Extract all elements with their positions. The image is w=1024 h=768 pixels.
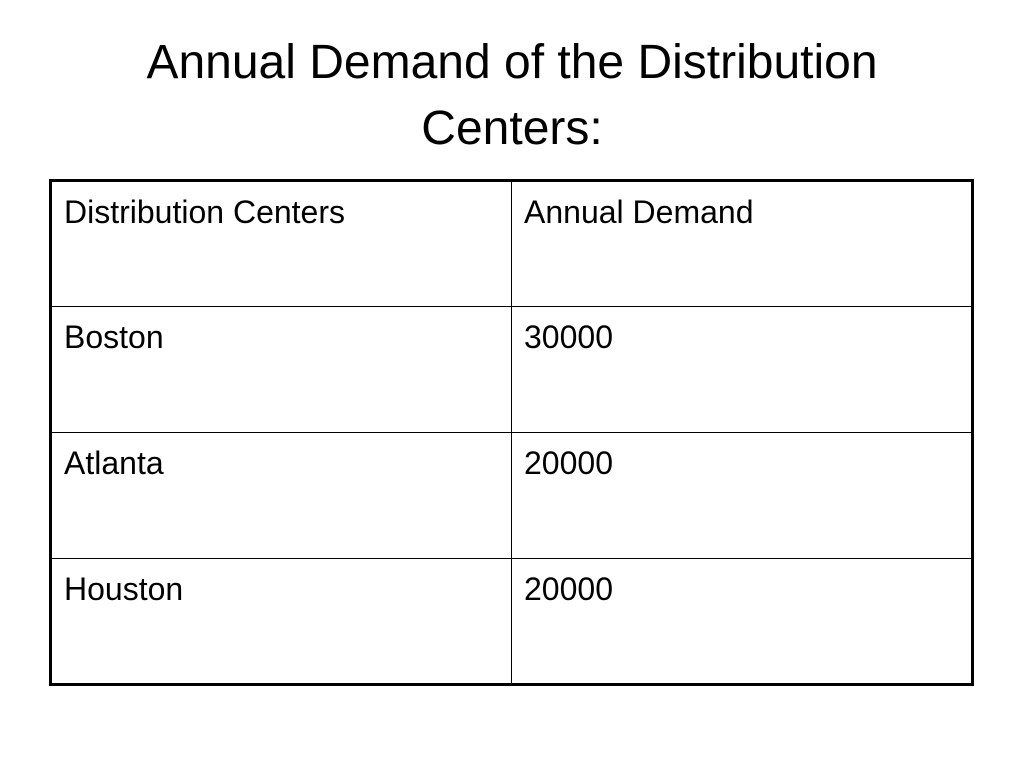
- table-row: Houston 20000: [50, 558, 973, 685]
- table-cell: Atlanta: [50, 432, 512, 559]
- header-row: Distribution Centers Annual Demand: [50, 180, 973, 307]
- table-cell: Boston: [50, 306, 512, 433]
- header-cell: Distribution Centers: [50, 180, 512, 307]
- slide-title: Annual Demand of the Distribution Center…: [146, 36, 878, 155]
- demand-table: Distribution Centers Annual Demand Boston 3…: [49, 179, 974, 686]
- table-row: Atlanta 20000: [50, 432, 973, 559]
- table-cell: 20000: [511, 558, 973, 685]
- table-row: Boston 30000: [50, 306, 973, 433]
- table-body: Distribution Centers Annual Demand Boston 3…: [50, 180, 973, 685]
- header-cell: Annual Demand: [511, 180, 973, 307]
- table-cell: 30000: [511, 306, 973, 433]
- table-cell: Houston: [50, 558, 512, 685]
- table-cell: 20000: [511, 432, 973, 559]
